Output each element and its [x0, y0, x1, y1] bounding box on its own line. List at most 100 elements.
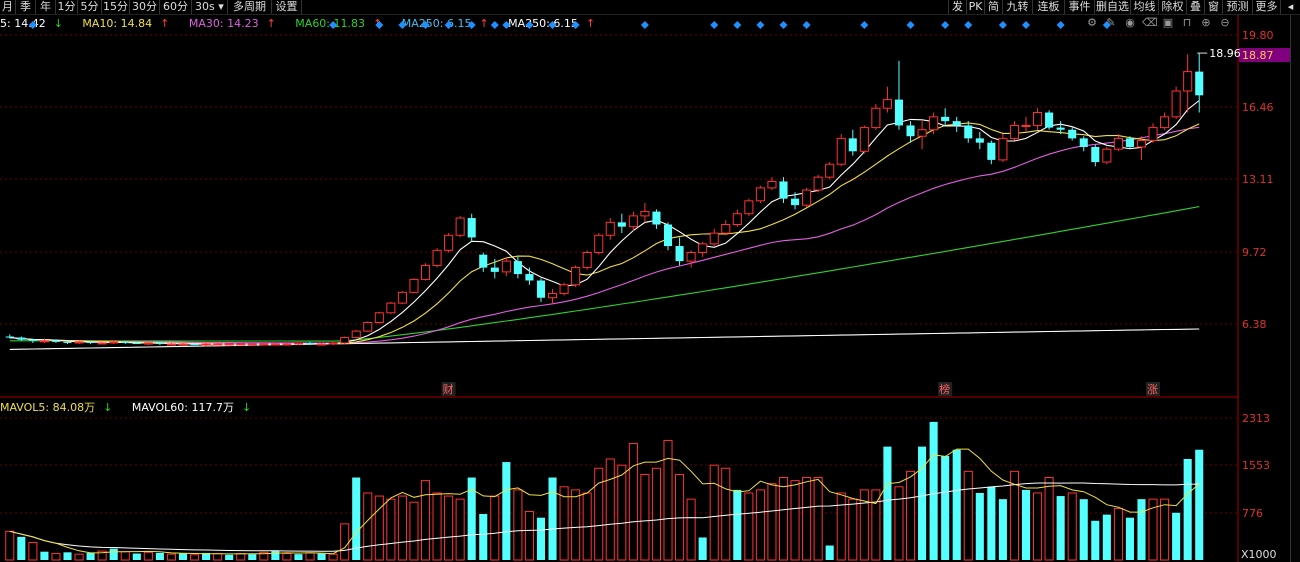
candle-body-down: [1195, 71, 1204, 96]
toolbar-btn-2[interactable]: 简: [984, 0, 1002, 14]
volume-bar-up: [859, 489, 869, 561]
candle-body-up: [293, 342, 304, 345]
toolbar-btn-5[interactable]: 事件: [1064, 0, 1094, 14]
settings-icon[interactable]: ⚙: [1087, 16, 1097, 29]
candle-body-up: [259, 343, 269, 346]
toolbar-btn-10[interactable]: 窗: [1204, 0, 1222, 14]
volume-bar-up: [675, 473, 685, 561]
candle-body-down: [305, 342, 315, 345]
price-tick-label: 16.46: [1242, 101, 1274, 114]
toolbar-btn-1[interactable]: PK: [966, 0, 984, 14]
candle-body-up: [109, 341, 119, 344]
volume-bar-down: [1172, 512, 1181, 560]
candle-body-down: [490, 267, 499, 272]
volume-tick-label: 1553: [1242, 459, 1270, 472]
lock-icon[interactable]: ⊓: [1182, 16, 1192, 29]
price-tick-label: 6.38: [1242, 318, 1267, 331]
candle-body-up: [1136, 140, 1147, 148]
kline-chart[interactable]: 19.80 16.46 13.11 9.72 6.38 18.87 2313 1553 776 X…: [0, 15, 1290, 562]
candle-body-up: [998, 137, 1008, 161]
volume-bar-down: [352, 477, 361, 560]
volume-bar-down: [941, 455, 950, 560]
volume-bar-up: [686, 498, 696, 561]
candle-body-up: [882, 99, 892, 109]
candle-body-up: [444, 234, 454, 251]
toolbar-btn-3[interactable]: 九转: [1002, 0, 1032, 14]
volume-bar-down: [132, 553, 141, 560]
candle-body-down: [1068, 129, 1077, 139]
volume-unit-label: X1000: [1241, 548, 1277, 561]
mavol5-line: [9, 448, 1200, 555]
candle-body-up: [397, 291, 407, 304]
bag-icon[interactable]: ▣: [1162, 16, 1174, 29]
candle-body-down: [536, 280, 546, 298]
period-tab-4[interactable]: 5分: [78, 0, 102, 14]
candle-body-down: [952, 121, 961, 126]
candle-body-down: [791, 198, 800, 206]
period-tab-8[interactable]: 30s ▾: [192, 0, 228, 14]
candle-body-up: [1171, 90, 1181, 118]
volume-bar-up: [571, 489, 581, 561]
event-marker: 榜: [939, 382, 950, 396]
candle-body-up: [201, 343, 211, 346]
delete-icon[interactable]: ⌫: [1142, 16, 1158, 29]
period-tab-3[interactable]: 1分: [56, 0, 78, 14]
signal-diamond-icon: [502, 21, 511, 29]
candle-body-up: [802, 189, 812, 206]
toolbar-btn-12[interactable]: 更多: [1252, 0, 1280, 14]
volume-bar-down: [317, 553, 326, 560]
volume-bar-down: [1102, 514, 1111, 560]
candle-body-up: [582, 252, 592, 269]
toolbar-btn-6[interactable]: 删自选: [1094, 0, 1129, 14]
toolbar-btn-8[interactable]: 除权: [1158, 0, 1186, 14]
volume-bar-up: [709, 464, 719, 561]
signal-diamond-icon: [802, 21, 811, 29]
period-tab-5[interactable]: 15分: [103, 0, 130, 14]
volume-bar-up: [802, 477, 812, 561]
toolbar-btn-9[interactable]: 叠: [1186, 0, 1204, 14]
candle-body-up: [721, 224, 731, 234]
candle-body-down: [906, 125, 915, 137]
ma250a-value: MA250: 6.15 ↑: [401, 17, 489, 30]
price-tick-label: 13.11: [1242, 173, 1274, 186]
current-price-tag: [1239, 48, 1290, 63]
period-tab-7[interactable]: 60分: [160, 0, 192, 14]
volume-bar-down: [825, 545, 834, 560]
signal-diamond-icon: [467, 21, 476, 29]
candle-body-up: [39, 340, 49, 343]
eye-icon[interactable]: ◉: [1125, 16, 1135, 29]
candle-body-down: [987, 142, 996, 160]
candle-body-down: [964, 125, 973, 139]
candle-body-down: [652, 211, 661, 225]
volume-bar-down: [202, 552, 211, 560]
toolbar-btn-0[interactable]: 发: [948, 0, 966, 14]
period-tab-10[interactable]: 设置: [272, 0, 302, 14]
volume-bar-up: [836, 492, 846, 561]
period-tab-1[interactable]: 季: [16, 0, 36, 14]
zoom-in-icon[interactable]: ⊕: [1201, 16, 1211, 29]
toolbar-btn-7[interactable]: 均线: [1130, 0, 1158, 14]
candle-body-up: [374, 312, 384, 323]
volume-bar-up: [513, 489, 523, 561]
signal-diamond-icon: [756, 21, 765, 29]
period-tab-6[interactable]: 30分: [130, 0, 160, 14]
signal-diamond-icon: [1056, 21, 1065, 29]
volume-bar-up: [778, 477, 789, 561]
volume-bar-down: [918, 446, 927, 560]
volume-bar-down: [294, 554, 303, 560]
volume-bar-down: [883, 446, 892, 560]
period-tab-9[interactable]: 多周期: [228, 0, 272, 14]
toolbar-btn-11[interactable]: 预测: [1222, 0, 1252, 14]
event-marker: 财: [443, 382, 454, 396]
ma250b-value: MA250: 6.15 ↑: [508, 17, 596, 30]
volume-bar-down: [987, 486, 996, 560]
zoom-out-icon[interactable]: ⊖: [1220, 16, 1230, 29]
period-tab-2[interactable]: 年: [36, 0, 56, 14]
period-tab-0[interactable]: 月: [0, 0, 16, 14]
candle-body-up: [813, 176, 823, 191]
signal-diamond-icon: [398, 21, 407, 29]
draw-icon[interactable]: ✎: [1106, 16, 1116, 29]
collapse-toggle-icon[interactable]: ◂: [1280, 0, 1300, 14]
volume-bar-up: [190, 554, 200, 561]
toolbar-btn-4[interactable]: 连板: [1032, 0, 1064, 14]
